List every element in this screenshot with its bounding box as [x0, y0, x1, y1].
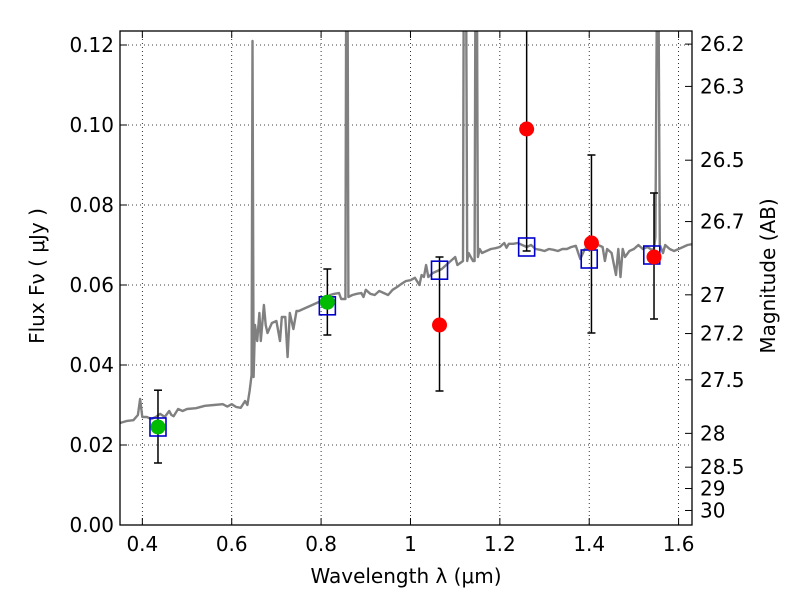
x-axis-label: Wavelength λ (μm)	[310, 564, 501, 588]
magnitude-axis-label: Magnitude (AB)	[756, 198, 780, 353]
model-photometry-square	[149, 417, 167, 437]
magnitude-tick-label: 29	[700, 477, 725, 501]
x-tick-label: 1	[404, 532, 417, 556]
x-tick-label: 0.4	[126, 532, 158, 556]
magnitude-tick-label: 28	[700, 421, 725, 445]
y-tick-label: 0.02	[69, 433, 114, 457]
plot-frame	[119, 30, 693, 526]
x-tick-label: 1.2	[484, 532, 516, 556]
magnitude-tick-label: 27.5	[700, 368, 745, 392]
non-detection-point	[519, 121, 535, 137]
magnitude-tick-label: 27.2	[700, 322, 745, 346]
model-spectrum-line	[120, 31, 692, 425]
model-photometry-square	[430, 260, 449, 281]
x-tick-label: 0.8	[305, 532, 337, 556]
detection-point	[150, 419, 166, 435]
non-detection-point	[583, 235, 599, 251]
magnitude-tick-label: 26.7	[700, 210, 745, 234]
magnitude-tick-label: 27	[700, 283, 725, 307]
non-detection-point	[432, 317, 448, 333]
model-photometry-square	[517, 237, 536, 257]
y-tick-label: 0.06	[69, 273, 114, 297]
magnitude-tick-label: 26.2	[700, 32, 745, 56]
magnitude-tick-label: 26.5	[700, 148, 745, 172]
detection-point	[319, 294, 335, 310]
x-tick-label: 1.4	[573, 532, 605, 556]
data-point-layer	[150, 121, 662, 435]
magnitude-tick-label: 30	[700, 498, 725, 522]
x-tick-label: 0.6	[216, 532, 248, 556]
magnitude-tick-label: 28.5	[700, 455, 745, 479]
spectrum-layer	[120, 31, 692, 425]
error-bar-layer	[153, 31, 659, 464]
x-axis-ticks: 0.4 0.6 0.8 1 1.2 1.4 1.6	[126, 31, 695, 556]
y-tick-label: 0.08	[69, 193, 114, 217]
y-axis-label: Flux Fν ( μJy )	[25, 208, 49, 344]
y-tick-label: 0.10	[69, 113, 114, 137]
y-tick-label: 0.00	[69, 513, 114, 537]
grid-lines	[120, 31, 692, 526]
non-detection-point	[646, 249, 662, 265]
y-tick-label: 0.12	[69, 33, 114, 57]
y-tick-label: 0.04	[69, 353, 114, 377]
magnitude-tick-label: 26.3	[700, 74, 745, 98]
y-axis-ticks: 0.00 0.02 0.04 0.06 0.08 0.10 0.12	[69, 33, 127, 537]
x-tick-label: 1.6	[663, 532, 695, 556]
